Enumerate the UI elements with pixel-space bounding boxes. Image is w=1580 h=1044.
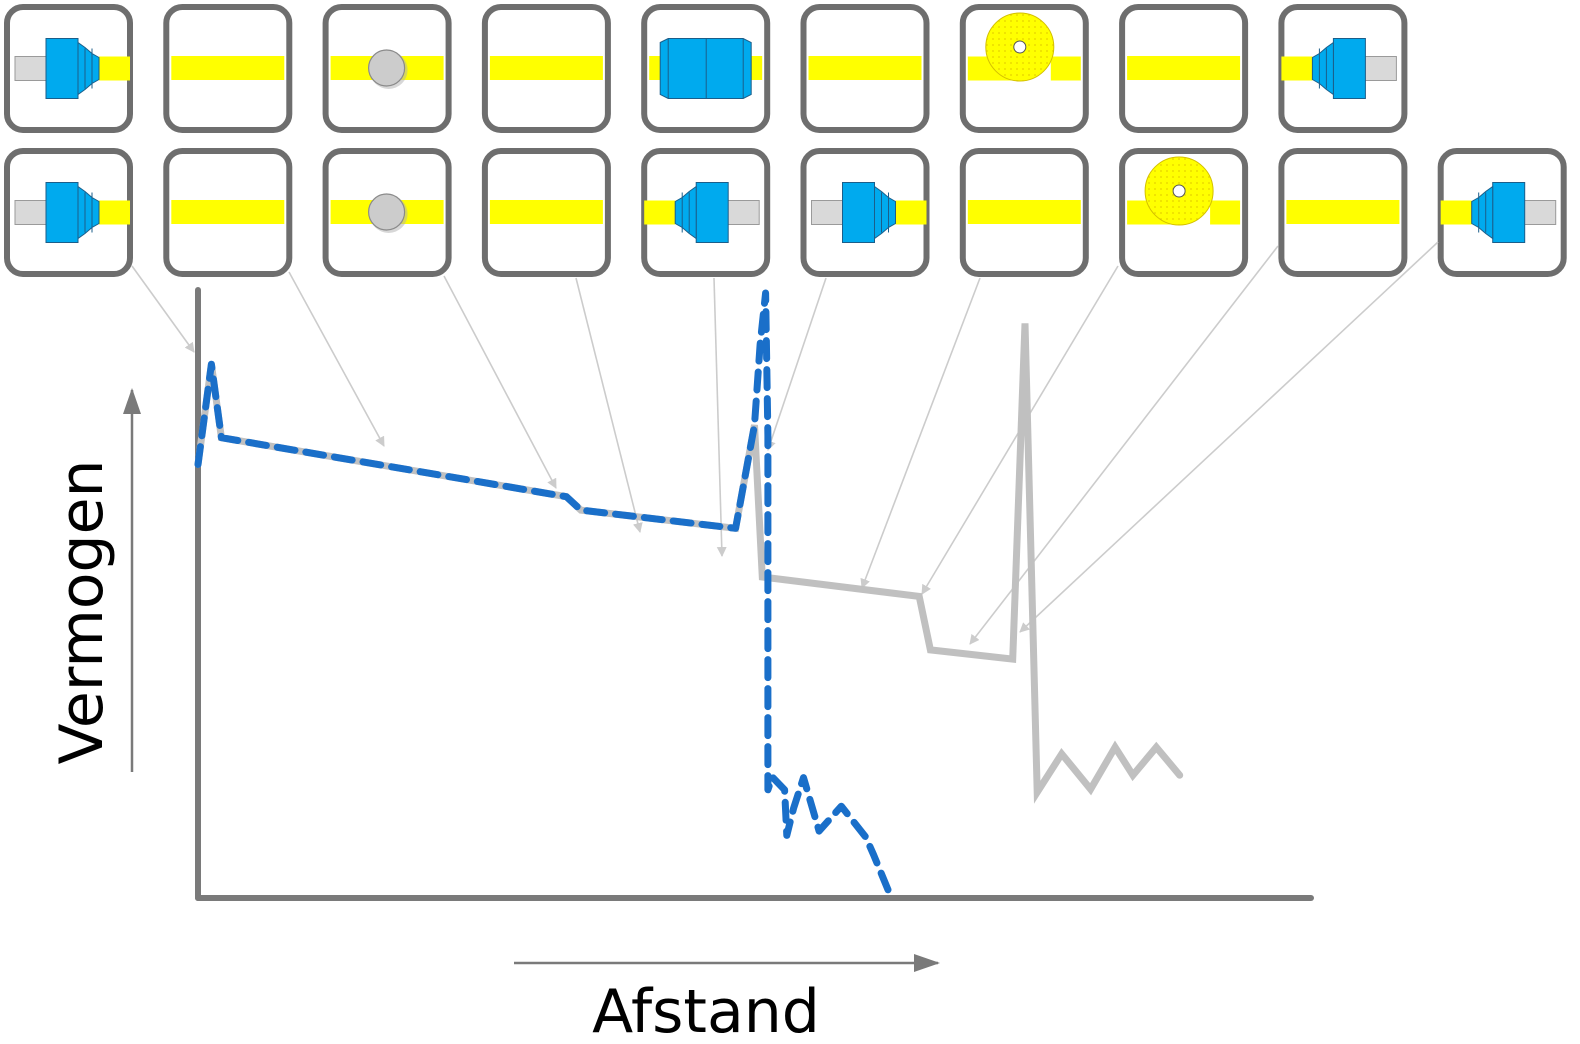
component-tile-fiber — [800, 4, 930, 133]
leader-line — [1019, 241, 1439, 633]
trace-total-line — [194, 323, 1184, 804]
ferrule — [725, 200, 760, 225]
splice-icon — [368, 193, 406, 231]
component-tiles — [4, 4, 1567, 277]
fiber-segment — [1210, 200, 1241, 225]
connector-boot — [1471, 185, 1494, 240]
fiber-segment — [967, 200, 1081, 224]
splice-icon — [368, 49, 406, 87]
fiber-stub — [1440, 200, 1472, 225]
component-tile-connector-left — [4, 148, 133, 277]
component-tile-splice — [322, 4, 452, 133]
connector-body — [45, 38, 79, 99]
ferrule — [811, 200, 845, 225]
component-tile-connector-left — [800, 148, 930, 277]
leader-line — [131, 265, 195, 353]
fiber-segment — [171, 200, 285, 224]
fiber-stub — [644, 200, 676, 225]
fiber-stub — [99, 200, 130, 225]
fiber-segment — [1127, 56, 1241, 80]
component-tile-connector-right — [1437, 148, 1567, 277]
leader-line — [288, 271, 385, 447]
fiber-stub — [1281, 56, 1313, 81]
otdr-traces — [194, 289, 1184, 902]
connector-body — [1492, 182, 1526, 243]
connector-boot — [1311, 41, 1334, 96]
y-axis-label: Vermogen — [47, 459, 117, 764]
ferrule — [14, 56, 49, 81]
connector-body — [1332, 38, 1366, 99]
ferrule — [14, 200, 49, 225]
fiber-segment — [489, 56, 603, 80]
chart-axes: Vermogen Afstand — [47, 287, 1314, 1044]
component-tile-fiber — [1278, 148, 1408, 277]
connector-boot — [674, 185, 697, 240]
fiber-segment — [1286, 200, 1400, 224]
component-tile-fiber — [1119, 4, 1249, 133]
leader-line — [969, 245, 1279, 645]
fiber-stub — [99, 56, 130, 81]
component-tile-splice — [322, 148, 452, 277]
component-tile-fiber — [163, 4, 293, 133]
component-tile-fiber — [481, 4, 611, 133]
component-tile-fiber — [959, 148, 1089, 277]
component-tile-coupler — [641, 4, 771, 133]
connector-boot — [77, 41, 100, 96]
ferrule — [1522, 200, 1557, 225]
component-tile-fiber — [481, 148, 611, 277]
leader-line — [713, 277, 727, 557]
component-tile-fiber — [163, 148, 293, 277]
leader-lines — [131, 241, 1439, 645]
connector-boot — [874, 185, 896, 240]
leader-line — [860, 277, 981, 589]
component-tile-bend — [1119, 148, 1249, 277]
connector-body — [695, 182, 729, 243]
fiber-segment — [171, 56, 285, 80]
component-tile-connector-left — [4, 4, 133, 133]
connector-body — [45, 182, 79, 243]
component-tile-connector-right — [641, 148, 771, 277]
component-tile-bend — [959, 4, 1089, 133]
fiber-segment — [808, 56, 922, 80]
fiber-segment — [1050, 56, 1081, 81]
component-tile-connector-right — [1278, 4, 1408, 133]
leader-line — [575, 277, 643, 533]
fiber-segment — [489, 200, 603, 224]
x-axis-label: Afstand — [592, 977, 820, 1044]
fiber-stub — [895, 200, 927, 225]
ferrule — [1362, 56, 1397, 81]
connector-body — [842, 182, 875, 243]
leader-line — [443, 275, 557, 489]
leader-line — [766, 277, 827, 451]
trace-dashed-line — [194, 289, 895, 902]
connector-boot — [77, 185, 100, 240]
